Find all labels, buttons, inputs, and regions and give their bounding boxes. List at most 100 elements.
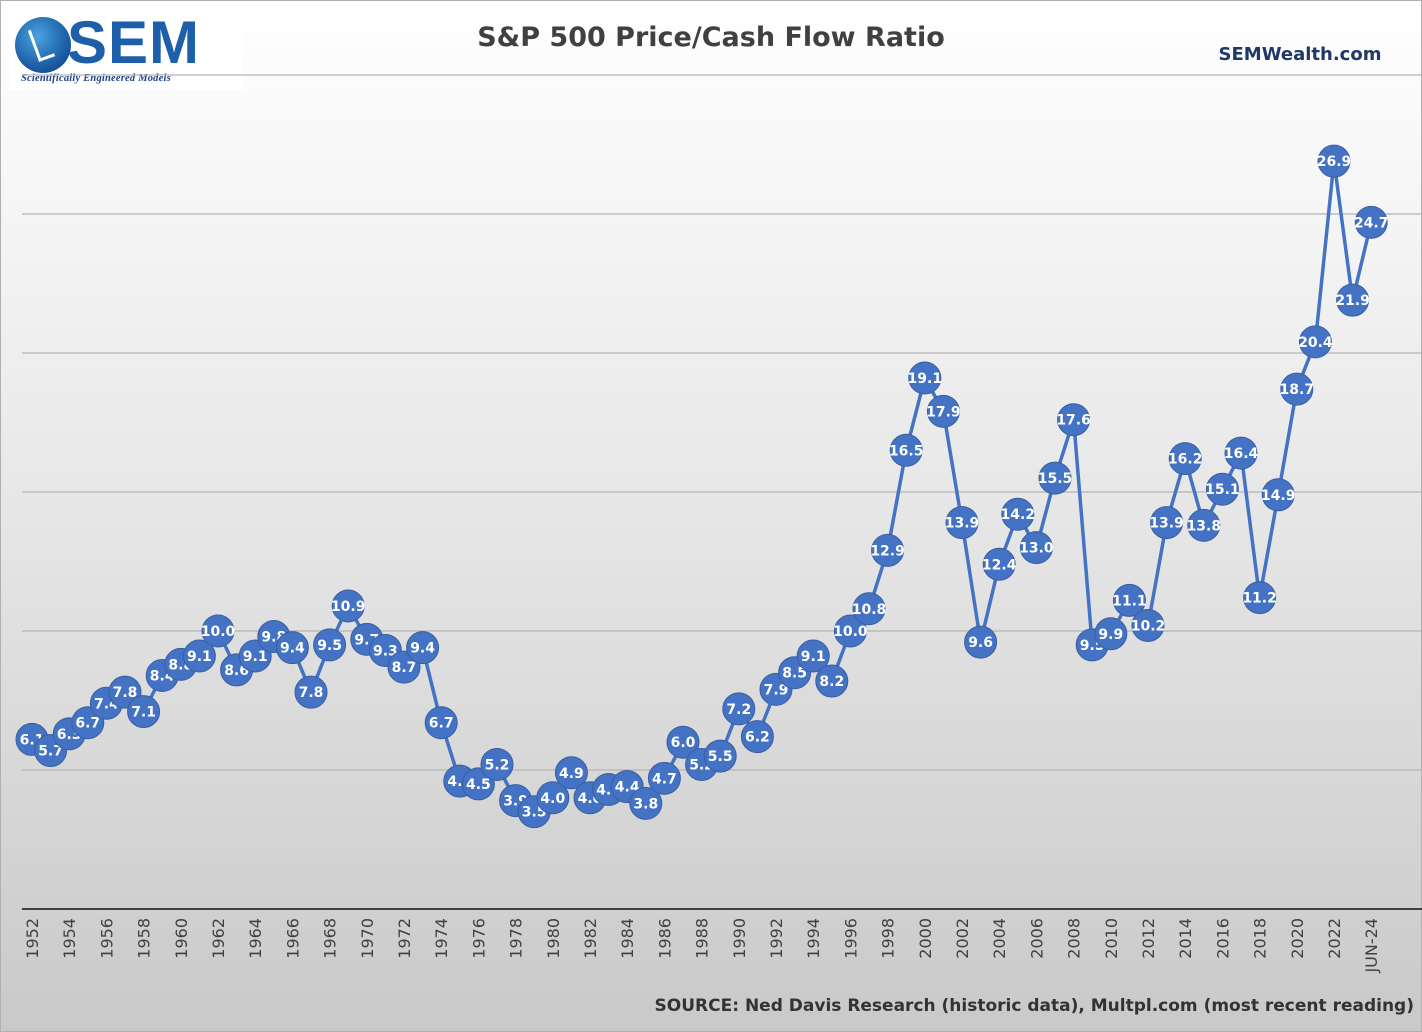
- data-label: 9.5: [317, 638, 342, 654]
- data-point: [201, 614, 235, 648]
- data-label: 12.9: [870, 543, 905, 559]
- data-label: 6.2: [745, 730, 770, 746]
- x-tick-label: 1984: [618, 918, 637, 959]
- data-label: 10.0: [201, 624, 236, 640]
- data-point: [313, 628, 347, 662]
- chart-title: S&P 500 Price/Cash Flow Ratio: [477, 22, 945, 53]
- data-point: [1150, 506, 1184, 540]
- data-point: [629, 786, 663, 820]
- logo-text: SEM: [67, 9, 201, 76]
- data-label: 9.4: [280, 641, 305, 657]
- series-line: [31, 159, 1373, 814]
- data-label: 10.0: [833, 624, 868, 640]
- data-point: [1354, 205, 1388, 239]
- x-tick-label: 2010: [1102, 918, 1121, 959]
- data-label: 12.4: [982, 557, 1017, 573]
- x-tick-label: 2020: [1288, 918, 1307, 959]
- data-point: [666, 725, 700, 759]
- x-tick-label: 1986: [655, 918, 674, 959]
- data-label: 4.0: [540, 791, 565, 807]
- x-tick-label: 1964: [246, 918, 265, 959]
- data-point: [331, 589, 365, 623]
- data-label: 18.7: [1280, 382, 1315, 398]
- data-label: 11.2: [1242, 591, 1277, 607]
- data-label: 9.9: [1098, 627, 1123, 643]
- x-tick-label: 1980: [544, 918, 563, 959]
- data-label: 9.4: [410, 641, 435, 657]
- data-label: 14.2: [1001, 507, 1036, 523]
- data-point: [908, 361, 942, 395]
- data-point: [1001, 497, 1035, 531]
- data-label: 9.1: [801, 649, 826, 665]
- data-point: [1187, 508, 1221, 542]
- site-link[interactable]: SEMWealth.com: [1218, 44, 1382, 65]
- data-point: [945, 506, 979, 540]
- data-label: 9.1: [243, 649, 268, 665]
- data-label: 7.2: [726, 702, 751, 718]
- data-point: [871, 533, 905, 567]
- x-tick-label: 1982: [581, 918, 600, 959]
- data-label: 3.5: [522, 805, 547, 821]
- x-tick-label: 1974: [432, 918, 451, 959]
- data-label: 6.0: [671, 735, 696, 751]
- data-point: [1280, 372, 1314, 406]
- data-point: [1131, 608, 1165, 642]
- data-label: 26.9: [1317, 154, 1352, 170]
- data-point: [1019, 531, 1053, 565]
- source-note: SOURCE: Ned Davis Research (historic dat…: [654, 996, 1414, 1016]
- x-tick-label: 1990: [730, 918, 749, 959]
- data-point: [982, 547, 1016, 581]
- x-tick-label: 2008: [1065, 918, 1084, 959]
- data-point: [1112, 583, 1146, 617]
- data-point: [1336, 283, 1370, 317]
- data-label: 7.9: [764, 682, 789, 698]
- data-label: 7.8: [299, 685, 324, 701]
- data-point: [1038, 461, 1072, 495]
- data-point: [796, 639, 830, 673]
- x-tick-label: 1968: [321, 918, 340, 959]
- data-label: 9.1: [187, 649, 212, 665]
- data-label: 15.5: [1038, 471, 1073, 487]
- x-tick-label: 1952: [23, 918, 42, 959]
- x-tick-label: 2006: [1027, 918, 1046, 959]
- data-label: 15.1: [1205, 482, 1240, 498]
- x-tick-label: 2012: [1139, 918, 1158, 959]
- data-label: 5.7: [38, 744, 63, 760]
- x-tick-label: 1960: [172, 918, 191, 959]
- data-label: 6.7: [75, 716, 100, 732]
- data-label: 24.7: [1354, 215, 1389, 231]
- x-tick-label: 1966: [283, 918, 302, 959]
- data-label: 21.9: [1335, 293, 1370, 309]
- data-label: 10.9: [331, 599, 366, 615]
- data-label: 10.2: [1131, 618, 1166, 634]
- data-point: [964, 625, 998, 659]
- data-point: [127, 695, 161, 729]
- data-point: [1243, 581, 1277, 615]
- x-tick-label: 1958: [135, 918, 154, 959]
- data-label: 14.9: [1261, 488, 1296, 504]
- data-point: [1168, 442, 1202, 476]
- data-label: 13.9: [945, 516, 980, 532]
- data-point: [1094, 617, 1128, 651]
- data-point: [740, 720, 774, 754]
- x-tick-label: 2002: [953, 918, 972, 959]
- data-label: 4.4: [615, 780, 640, 796]
- x-tick-label: JUN-24: [1362, 918, 1381, 974]
- data-label: 5.2: [485, 757, 510, 773]
- data-label: 10.8: [852, 602, 887, 618]
- data-label: 19.1: [908, 371, 943, 387]
- x-tick-label: 1976: [469, 918, 488, 959]
- x-tick-label: 2018: [1251, 918, 1270, 959]
- data-label: 13.0: [1019, 541, 1054, 557]
- data-point: [852, 592, 886, 626]
- x-tick-label: 1996: [841, 918, 860, 959]
- data-label: 13.8: [1187, 518, 1222, 534]
- data-point: [1057, 403, 1091, 437]
- x-tick-label: 1988: [693, 918, 712, 959]
- x-tick-label: 1962: [209, 918, 228, 959]
- x-tick-label: 1978: [507, 918, 526, 959]
- data-point: [1205, 472, 1239, 506]
- x-tick-label: 2000: [916, 918, 935, 959]
- data-point: [424, 706, 458, 740]
